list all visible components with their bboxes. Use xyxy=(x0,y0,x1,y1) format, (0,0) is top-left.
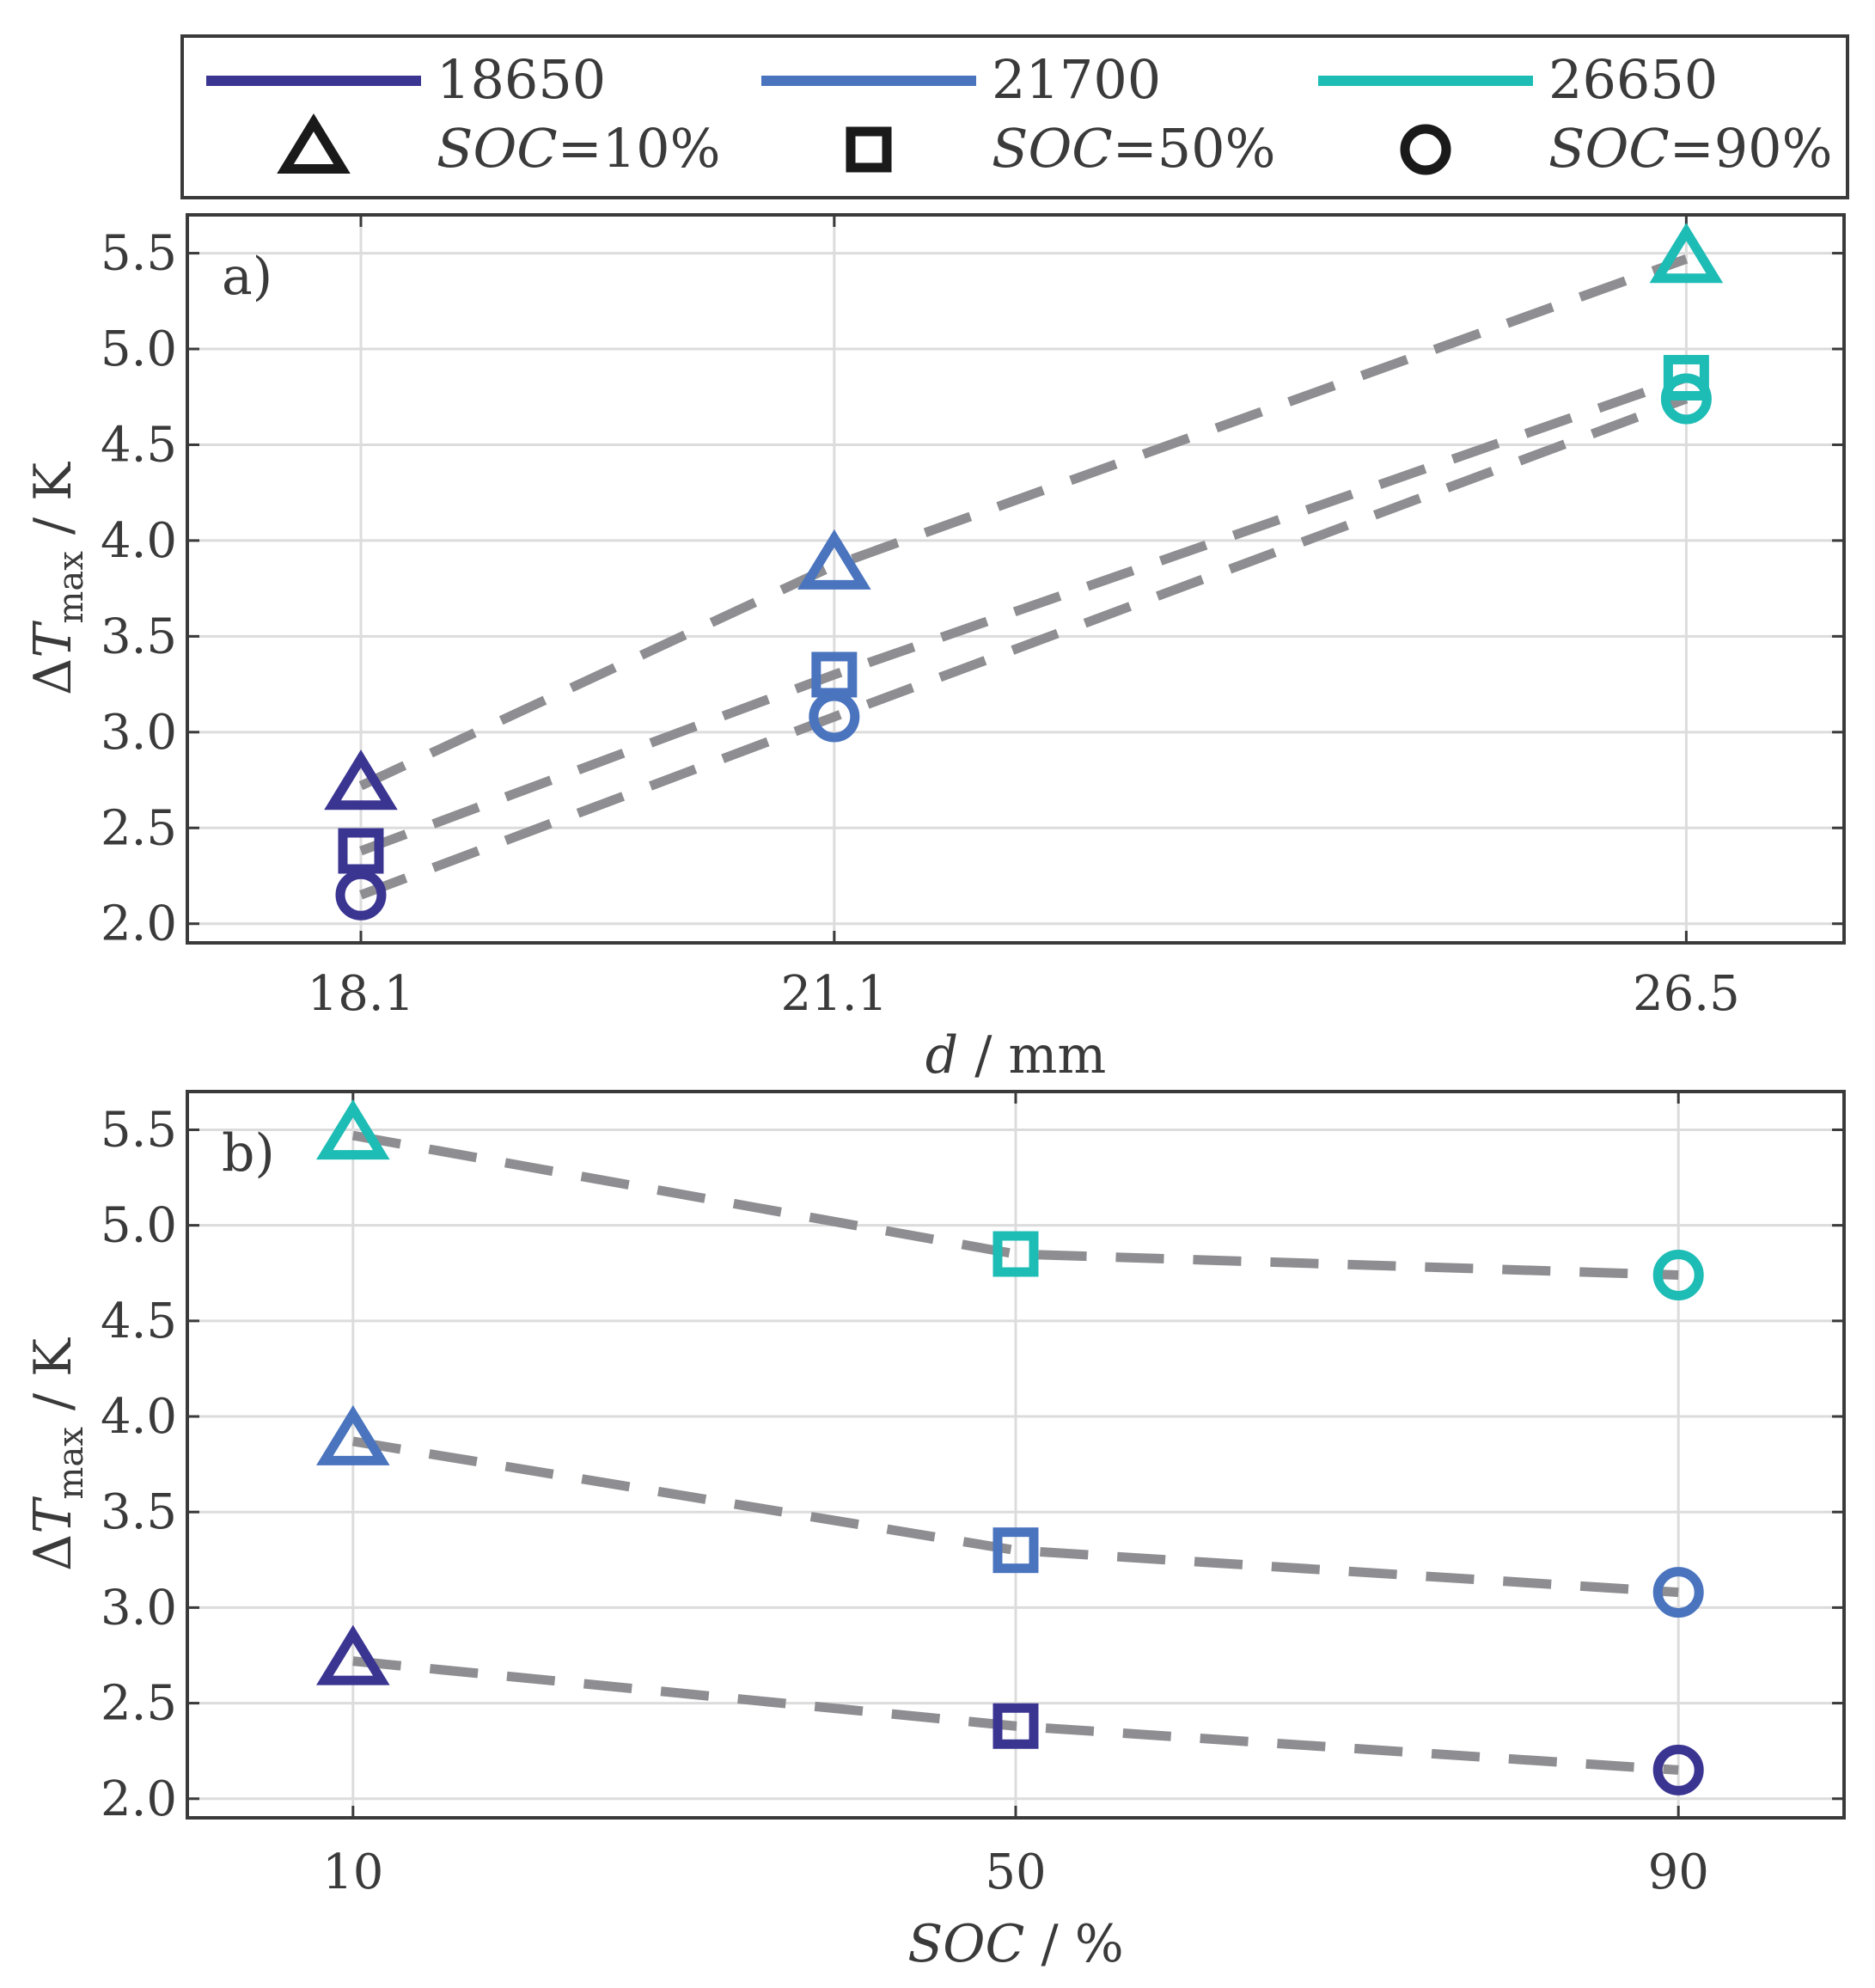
data-point-circle xyxy=(1660,373,1712,425)
data-point-26650-circle xyxy=(1652,1249,1704,1300)
ytick-label: 5.0 xyxy=(101,1198,177,1254)
legend-label-26650: 26650 xyxy=(1548,48,1718,111)
panel-label: a) xyxy=(222,247,272,307)
legend-label-circle: SOC=90% xyxy=(1548,117,1833,180)
xtick-label: 90 xyxy=(1648,1844,1709,1900)
legend-label-square: SOC=50% xyxy=(992,117,1276,180)
data-point-21700-square xyxy=(992,1527,1039,1574)
legend-box xyxy=(180,34,1849,199)
panel-label: b) xyxy=(222,1123,275,1184)
ytick-label: 4.0 xyxy=(101,513,177,569)
ytick-label: 5.5 xyxy=(101,226,177,282)
series-line-26650 xyxy=(351,1130,1679,1280)
ytick-label: 3.5 xyxy=(101,1484,177,1540)
series-line-circle xyxy=(359,394,1689,900)
panel-b-chart: 2.0 2.5 3.0 3.5 4.0 4.5 5.0 5.5 10 50 90 b) SOC / % Δ… xyxy=(23,1090,1846,1974)
plot-area xyxy=(187,215,1844,943)
ytick-label: 2.5 xyxy=(101,800,177,856)
ytick-label: 5.5 xyxy=(101,1102,177,1158)
x-axis-label: SOC / % xyxy=(907,1914,1124,1974)
legend-label-triangle: SOC=10% xyxy=(437,117,721,180)
data-point-triangle xyxy=(324,749,398,810)
ytick-label: 3.5 xyxy=(101,609,177,664)
series-line-18650 xyxy=(352,1656,1679,1775)
xtick-label: 18.1 xyxy=(308,966,415,1022)
ytick-label: 4.5 xyxy=(101,1294,177,1349)
legend: 18650 21700 26650 SOC=10% SOC=50% SOC=90% xyxy=(180,34,1849,199)
axes-frame xyxy=(186,1090,1846,1820)
legend-circle-icon xyxy=(1400,124,1451,175)
x-axis-label: d / mm xyxy=(925,1025,1107,1086)
legend-label-18650: 18650 xyxy=(437,48,606,111)
data-point-21700-circle xyxy=(1652,1567,1704,1618)
data-point-26650-triangle xyxy=(315,1099,390,1160)
legend-square-icon xyxy=(846,126,892,173)
ytick-label: 2.0 xyxy=(101,896,177,952)
ytick-label: 4.0 xyxy=(101,1389,177,1445)
data-point-18650-circle xyxy=(1652,1744,1704,1795)
y-axis-label: ΔTmax / K xyxy=(23,462,91,695)
data-point-circle xyxy=(809,691,860,743)
data-point-circle xyxy=(335,869,387,921)
panel-a-chart: 2.0 2.5 3.0 3.5 4.0 4.5 5.0 5.5 18.1 21.1 26.5 a) d … xyxy=(23,213,1846,1086)
legend-triangle-icon xyxy=(277,113,351,174)
legend-label-21700: 21700 xyxy=(992,48,1161,111)
xtick-label: 10 xyxy=(322,1844,383,1900)
series-line-21700 xyxy=(351,1436,1679,1598)
ytick-label: 5.0 xyxy=(101,321,177,377)
data-point-triangle xyxy=(797,529,871,590)
ytick-label: 2.0 xyxy=(101,1771,177,1827)
xtick-label: 26.5 xyxy=(1633,966,1740,1022)
data-point-21700-triangle xyxy=(315,1404,390,1465)
data-point-26650-square xyxy=(992,1231,1039,1277)
ytick-label: 3.0 xyxy=(101,705,177,761)
data-point-square xyxy=(1663,354,1709,401)
data-point-18650-triangle xyxy=(315,1624,390,1685)
series-line-square xyxy=(359,373,1689,856)
data-point-triangle xyxy=(1649,223,1724,284)
xtick-label: 50 xyxy=(985,1844,1046,1900)
ytick-label: 2.5 xyxy=(101,1676,177,1732)
series-line-triangle xyxy=(358,254,1689,791)
axes-frame xyxy=(186,213,1846,945)
xtick-label: 21.1 xyxy=(780,966,888,1022)
ytick-label: 4.5 xyxy=(101,417,177,473)
y-axis-label: ΔTmax / K xyxy=(23,1337,91,1571)
data-point-square xyxy=(338,828,384,874)
ytick-label: 3.0 xyxy=(101,1580,177,1636)
data-point-18650-square xyxy=(992,1703,1039,1749)
